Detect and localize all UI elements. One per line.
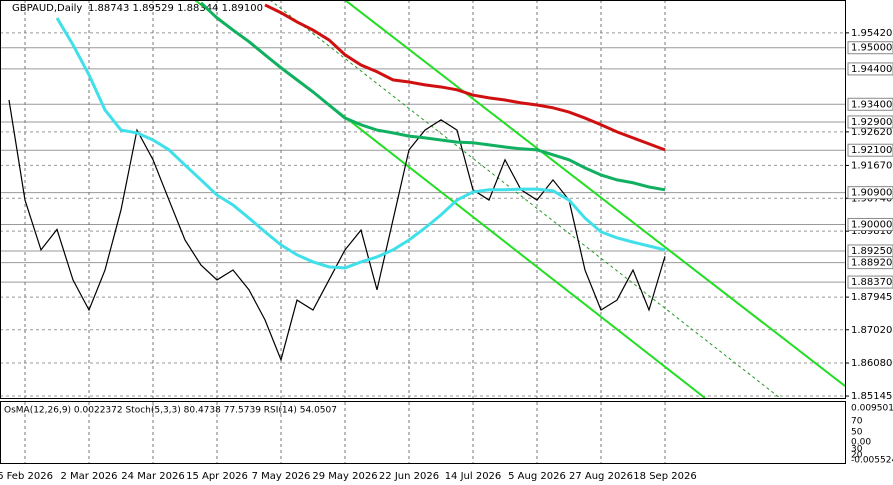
indicator-axis-label: 50 xyxy=(851,428,863,438)
level-label-box xyxy=(847,115,893,129)
y-tick-label: 1.85145 xyxy=(851,391,892,402)
y-tick-label: 1.92620 xyxy=(851,127,892,138)
y-tick-label: 1.89810 xyxy=(851,226,892,237)
level-label: 1.88920 xyxy=(851,258,892,269)
level-label-box xyxy=(847,62,893,76)
x-tick-label: 7 May 2026 xyxy=(252,471,311,482)
level-label-box xyxy=(847,217,893,231)
x-tick-label: 24 Mar 2026 xyxy=(121,471,184,482)
chart-title: GBPAUD,Daily xyxy=(12,3,82,14)
indicator-axis-label: 20 xyxy=(851,451,863,461)
x-tick-label: 29 May 2026 xyxy=(312,471,377,482)
price-line xyxy=(199,1,666,192)
y-tick-label: 1.95420 xyxy=(851,28,892,39)
level-label-box xyxy=(847,41,893,55)
level-label: 1.88370 xyxy=(851,277,892,288)
indicator-axis-label: 0.00 xyxy=(851,438,871,448)
level-label: 1.90000 xyxy=(851,219,892,230)
x-tick-label: 14 Jul 2026 xyxy=(445,471,502,482)
price-line xyxy=(8,99,666,362)
x-tick-label: 6 Feb 2026 xyxy=(0,471,53,482)
indicator-axis-label: 70 xyxy=(851,417,863,427)
x-tick-label: 22 Jun 2026 xyxy=(379,471,439,482)
x-tick-label: 15 Apr 2026 xyxy=(186,471,248,482)
y-tick-label: 1.87945 xyxy=(851,292,892,303)
level-label: 1.95000 xyxy=(851,43,892,54)
indicator-axis-label: 30 xyxy=(851,445,863,455)
price-line xyxy=(264,3,666,152)
indicator-label: OsMA(12,26,9) 0.0022372 Stoch(5,3,3) 80.… xyxy=(4,406,337,416)
indicator-axis-label: -0.0055247 xyxy=(851,456,893,466)
y-tick-label: 1.91670 xyxy=(851,160,892,171)
level-label-box xyxy=(847,186,893,200)
price-line xyxy=(55,17,666,270)
indicator-axis-label: 0.0095016 xyxy=(851,404,893,414)
x-tick-label: 2 Mar 2026 xyxy=(60,471,117,482)
trend-channel xyxy=(344,0,846,387)
level-label: 1.92900 xyxy=(851,117,892,128)
level-label-box xyxy=(847,143,893,157)
level-label-box xyxy=(847,256,893,270)
level-label: 1.89250 xyxy=(851,246,892,257)
level-label: 1.92100 xyxy=(851,145,892,156)
x-tick-label: 5 Aug 2026 xyxy=(508,471,566,482)
ohlc-text: 1.88743 1.89529 1.88344 1.89100 xyxy=(88,3,263,14)
x-tick-label: 18 Sep 2026 xyxy=(633,471,696,482)
y-tick-label: 1.87020 xyxy=(851,325,892,336)
y-tick-label: 1.86080 xyxy=(851,358,892,369)
level-label-box xyxy=(847,275,893,289)
level-label-box xyxy=(847,97,893,111)
indicator-frame xyxy=(0,401,846,464)
x-tick-label: 27 Aug 2026 xyxy=(569,471,633,482)
level-label: 1.94400 xyxy=(851,64,892,75)
level-label: 1.93400 xyxy=(851,99,892,110)
plot-frame xyxy=(0,0,846,399)
level-label: 1.90900 xyxy=(851,188,892,199)
